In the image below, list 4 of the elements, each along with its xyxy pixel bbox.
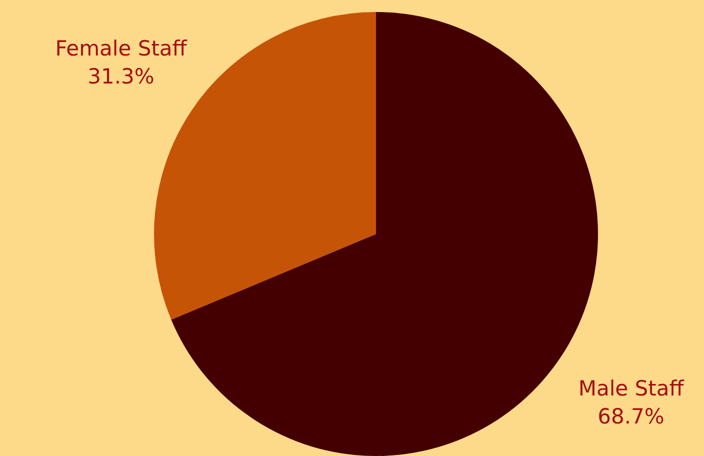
data-label: 31.3% — [88, 64, 154, 89]
slice-label: Male Staff — [578, 376, 684, 400]
slice-label: Female Staff — [55, 36, 188, 61]
data-label: 68.7% — [598, 404, 664, 428]
